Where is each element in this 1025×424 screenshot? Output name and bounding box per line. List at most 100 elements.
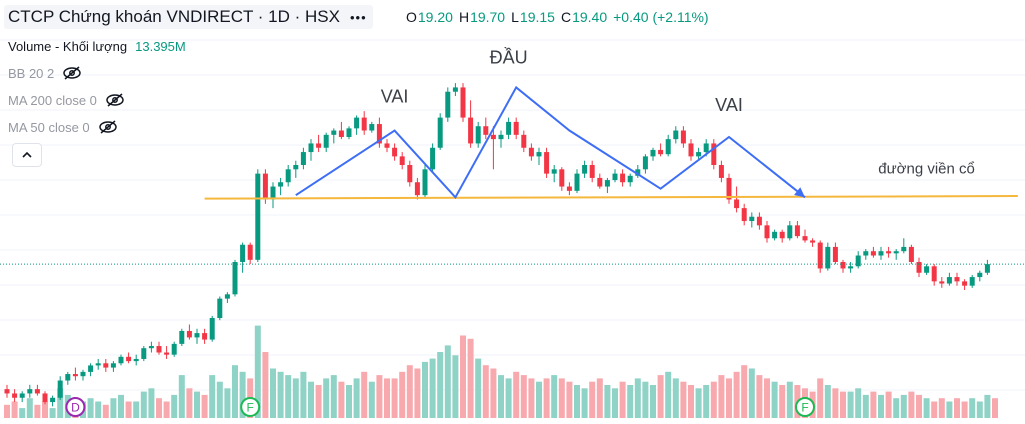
- volume-bar: [315, 385, 322, 418]
- candle-body: [414, 182, 420, 196]
- candle: [331, 128, 337, 144]
- event-marker[interactable]: F: [240, 397, 261, 417]
- candle: [711, 139, 717, 170]
- volume-bar: [346, 385, 352, 418]
- candle: [924, 264, 930, 275]
- candle-body: [711, 143, 717, 165]
- candle-body: [680, 130, 686, 144]
- event-marker[interactable]: F: [795, 397, 815, 417]
- candle-body: [620, 173, 626, 183]
- volume-bar: [262, 352, 269, 418]
- candle-body: [513, 121, 519, 135]
- candle: [840, 259, 846, 273]
- candle: [688, 139, 694, 161]
- indicator-ma50[interactable]: MA 50 close 0: [8, 116, 118, 138]
- eye-off-icon[interactable]: [98, 120, 118, 134]
- volume-bar: [870, 391, 877, 418]
- candle-body: [110, 363, 116, 368]
- volume-bar: [429, 358, 436, 418]
- candle: [126, 352, 132, 364]
- candle: [589, 160, 595, 183]
- candle-body: [779, 231, 785, 239]
- indicator-volume[interactable]: Volume - Khối lượng 13.395M: [8, 35, 186, 57]
- candle: [285, 165, 291, 187]
- volume-bar: [391, 378, 398, 418]
- candle-body: [635, 169, 641, 176]
- candle-body: [840, 261, 846, 269]
- candle: [392, 143, 398, 161]
- candle-body: [141, 348, 147, 359]
- symbol-title[interactable]: CTCP Chứng khoán VNDIRECT · 1D · HSX: [8, 7, 340, 26]
- candle: [19, 391, 25, 403]
- chart-legend: CTCP Chứng khoán VNDIRECT · 1D · HSX •••…: [0, 0, 1025, 167]
- candle-body: [278, 182, 284, 187]
- volume-bar: [406, 365, 413, 418]
- candle: [916, 257, 922, 278]
- volume-bar: [277, 371, 284, 418]
- event-marker-circle: [240, 397, 261, 417]
- candle-body: [658, 149, 664, 155]
- candle-body: [870, 251, 876, 256]
- candle-body: [34, 389, 40, 394]
- volume-bar: [756, 375, 763, 418]
- eye-off-icon[interactable]: [105, 93, 125, 107]
- candle: [42, 391, 48, 405]
- candle-body: [772, 231, 778, 239]
- candle-body: [749, 216, 755, 222]
- symbol-box[interactable]: CTCP Chứng khoán VNDIRECT · 1D · HSX •••: [4, 5, 373, 29]
- grid-lines: [0, 39, 1025, 391]
- volume-bars: [4, 325, 998, 418]
- event-marker-label: D: [71, 401, 80, 415]
- volume-bar: [627, 385, 634, 418]
- candle-body: [954, 277, 960, 282]
- candle: [414, 177, 420, 200]
- candle-body: [316, 143, 322, 148]
- candle: [293, 160, 299, 178]
- candle: [848, 261, 854, 273]
- collapse-legend-button[interactable]: [12, 143, 42, 167]
- candle-body: [422, 169, 428, 196]
- candle-body: [95, 363, 101, 366]
- candle: [810, 238, 816, 247]
- candle-body: [126, 356, 132, 362]
- candle: [984, 259, 990, 275]
- indicator-ma200[interactable]: MA 200 close 0: [8, 89, 125, 111]
- ellipsis-icon[interactable]: •••: [349, 9, 367, 25]
- candle: [65, 371, 71, 385]
- candle: [95, 358, 101, 370]
- candle-body: [224, 294, 230, 299]
- candle: [452, 83, 458, 97]
- event-marker-circle: [795, 397, 815, 417]
- candle-body: [848, 266, 854, 269]
- candle: [506, 117, 512, 140]
- candle-body: [12, 393, 18, 398]
- candle: [80, 369, 86, 381]
- candle-body: [886, 251, 892, 254]
- candle-body: [194, 333, 200, 338]
- event-marker[interactable]: D: [65, 397, 86, 417]
- candle: [209, 315, 215, 342]
- change-value: +0.40 (+2.11%): [613, 9, 709, 25]
- candle-body: [376, 124, 382, 144]
- indicator-bb[interactable]: BB 20 2: [8, 62, 82, 84]
- volume-bar: [384, 378, 390, 418]
- candle-body: [338, 130, 344, 137]
- candle: [338, 121, 344, 140]
- candle-body: [863, 251, 869, 256]
- candle-body: [612, 173, 618, 181]
- volume-bar: [475, 358, 482, 418]
- volume-bar: [657, 375, 664, 418]
- candle: [57, 376, 63, 400]
- volume-bar: [589, 381, 596, 418]
- candle: [901, 238, 907, 254]
- volume-bar: [270, 368, 276, 418]
- candle-body: [756, 216, 762, 226]
- candle: [582, 160, 588, 178]
- candle: [794, 221, 800, 239]
- candle-body: [703, 143, 709, 153]
- candle: [50, 395, 56, 407]
- eye-off-icon[interactable]: [62, 66, 82, 80]
- volume-bar: [368, 381, 375, 418]
- candle-body: [369, 124, 375, 131]
